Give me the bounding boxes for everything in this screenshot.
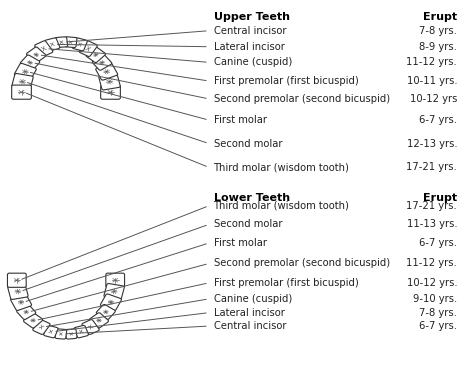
Text: 17-21 yrs.: 17-21 yrs. [406,163,457,172]
FancyBboxPatch shape [8,284,28,299]
FancyBboxPatch shape [74,325,89,338]
Text: Lateral incisor: Lateral incisor [214,42,284,52]
Text: 6-7 yrs.: 6-7 yrs. [419,238,457,248]
FancyBboxPatch shape [14,63,36,80]
FancyBboxPatch shape [35,41,53,56]
Text: 11-12 yrs.: 11-12 yrs. [406,57,457,67]
Text: Upper Teeth: Upper Teeth [214,12,290,22]
Text: 11-13 yrs.: 11-13 yrs. [407,219,457,229]
FancyBboxPatch shape [72,38,87,51]
Text: Central incisor: Central incisor [214,26,286,36]
Text: 7-8 yrs.: 7-8 yrs. [419,308,457,318]
FancyBboxPatch shape [12,85,31,99]
Text: 11-12 yrs.: 11-12 yrs. [406,259,457,268]
Text: First molar: First molar [214,115,266,125]
Text: Central incisor: Central incisor [214,321,286,331]
FancyBboxPatch shape [64,37,77,48]
Text: Erupt: Erupt [423,193,457,203]
Text: Second premolar (second bicuspid): Second premolar (second bicuspid) [214,94,390,104]
FancyBboxPatch shape [82,319,99,335]
FancyBboxPatch shape [92,55,112,70]
FancyBboxPatch shape [65,329,77,339]
FancyBboxPatch shape [24,313,43,328]
FancyBboxPatch shape [96,304,115,319]
FancyBboxPatch shape [12,73,33,90]
FancyBboxPatch shape [33,319,50,335]
Text: 6-7 yrs.: 6-7 yrs. [419,321,457,331]
Text: Second molar: Second molar [214,219,282,229]
FancyBboxPatch shape [100,294,121,310]
FancyBboxPatch shape [17,304,36,319]
Text: 12-13 yrs.: 12-13 yrs. [407,139,457,149]
Text: First molar: First molar [214,238,266,248]
FancyBboxPatch shape [27,47,46,63]
FancyBboxPatch shape [55,37,68,48]
Text: Lower Teeth: Lower Teeth [214,193,290,203]
Text: Canine (cuspid): Canine (cuspid) [214,294,292,304]
Text: Third molar (wisdom tooth): Third molar (wisdom tooth) [214,201,349,211]
Text: 6-7 yrs.: 6-7 yrs. [419,115,457,125]
Text: 17-21 yrs.: 17-21 yrs. [406,201,457,211]
FancyBboxPatch shape [90,313,109,328]
FancyBboxPatch shape [55,329,67,339]
Text: 10-12 yrs.: 10-12 yrs. [407,278,457,288]
FancyBboxPatch shape [100,85,120,99]
Text: First premolar (first bicuspid): First premolar (first bicuspid) [214,76,358,86]
Text: 8-9 yrs.: 8-9 yrs. [419,42,457,52]
Text: Second molar: Second molar [214,139,282,149]
FancyBboxPatch shape [44,325,58,338]
FancyBboxPatch shape [79,41,97,56]
FancyBboxPatch shape [106,273,125,287]
FancyBboxPatch shape [96,63,118,80]
Text: 10-11 yrs.: 10-11 yrs. [407,76,457,86]
FancyBboxPatch shape [20,55,40,70]
Text: Third molar (wisdom tooth): Third molar (wisdom tooth) [214,163,349,172]
Text: 10-12 yrs: 10-12 yrs [410,94,457,104]
FancyBboxPatch shape [86,47,106,63]
Text: Canine (cuspid): Canine (cuspid) [214,57,292,67]
FancyBboxPatch shape [8,273,26,287]
FancyBboxPatch shape [104,284,124,299]
FancyBboxPatch shape [10,294,32,310]
Text: First premolar (first bicuspid): First premolar (first bicuspid) [214,278,358,288]
FancyBboxPatch shape [99,73,120,90]
Text: Erupt: Erupt [423,12,457,22]
FancyBboxPatch shape [45,38,60,51]
Text: 7-8 yrs.: 7-8 yrs. [419,26,457,36]
Text: 9-10 yrs.: 9-10 yrs. [413,294,457,304]
Text: Lateral incisor: Lateral incisor [214,308,284,318]
Text: Second premolar (second bicuspid): Second premolar (second bicuspid) [214,259,390,268]
